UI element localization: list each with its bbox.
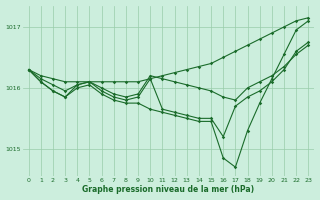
X-axis label: Graphe pression niveau de la mer (hPa): Graphe pression niveau de la mer (hPa): [83, 185, 255, 194]
